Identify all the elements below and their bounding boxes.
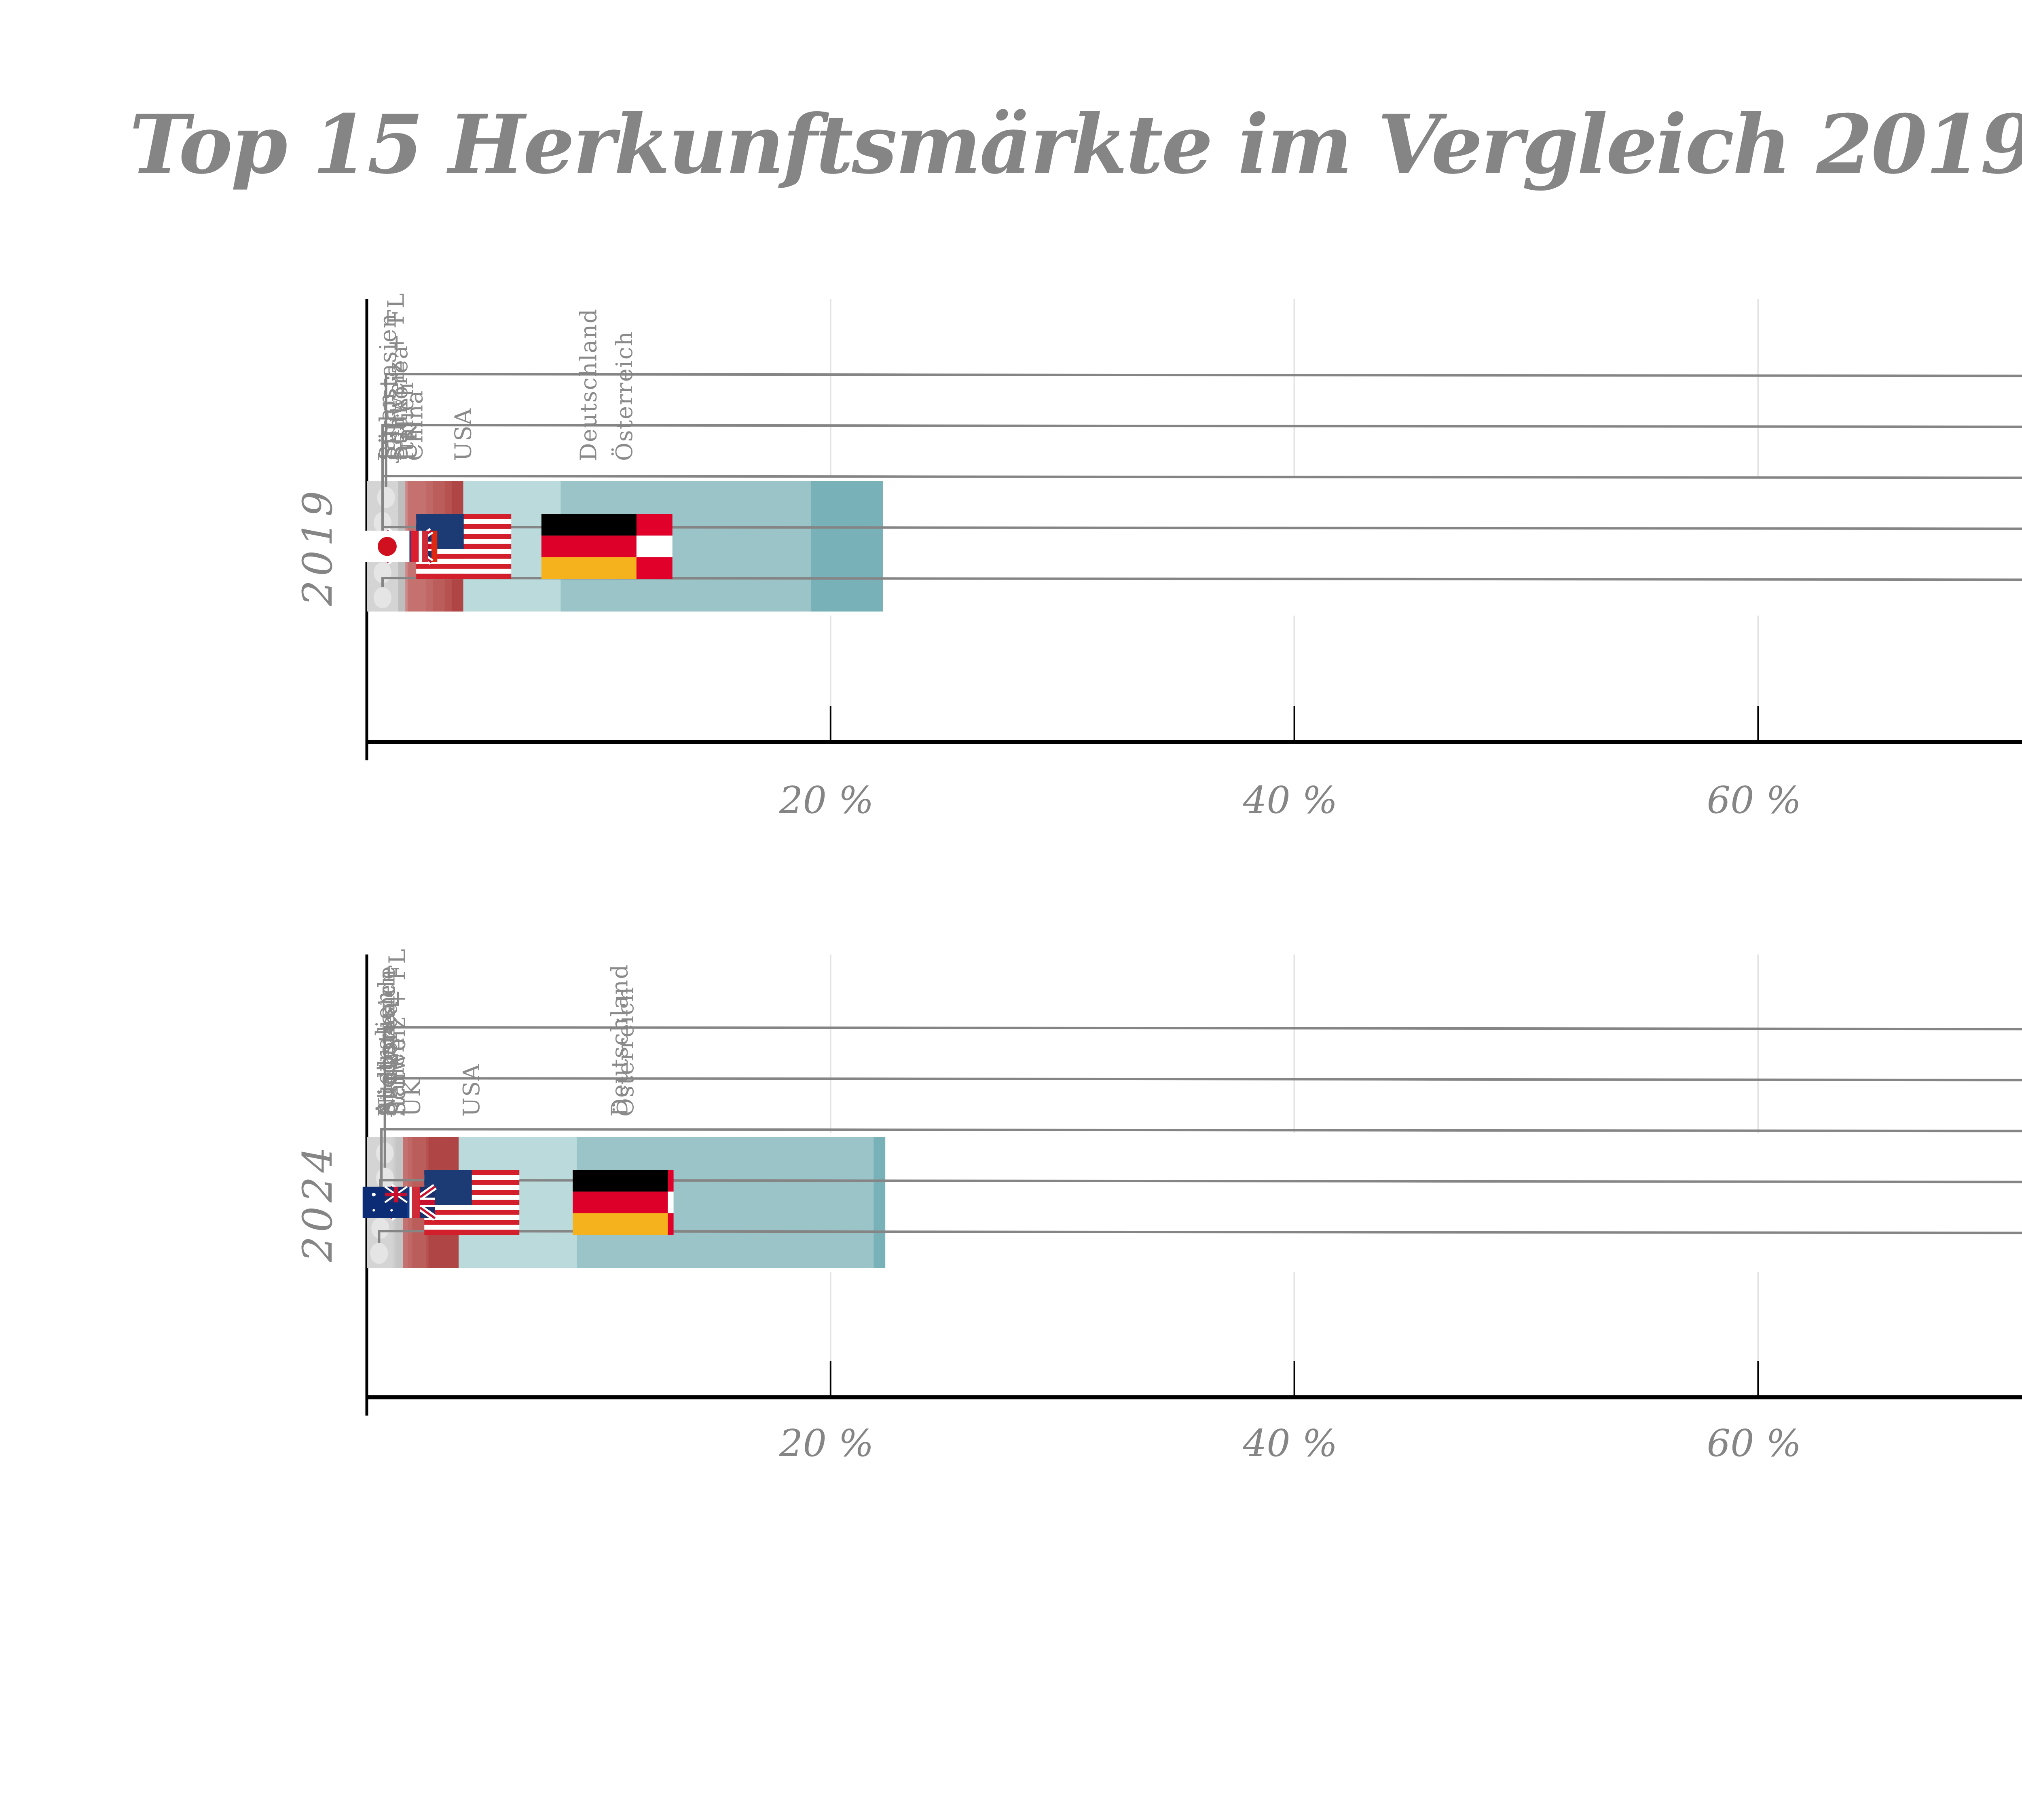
category-label: Niederlande <box>374 965 400 1117</box>
flag-part <box>416 549 512 554</box>
germany-flag-icon <box>541 514 637 579</box>
flag-part <box>393 1187 398 1202</box>
x-tick-label: 20 % <box>779 779 874 822</box>
x-tick-label: 60 % <box>1707 1422 1802 1465</box>
flag-part <box>424 1210 520 1215</box>
category-label: UK <box>400 1079 426 1117</box>
x-tick-label: 40 % <box>1243 779 1338 822</box>
connector-dot <box>377 487 395 508</box>
flag-part <box>424 1230 520 1235</box>
flag-part <box>416 564 512 569</box>
flag-part <box>424 1170 472 1205</box>
connector-dot <box>370 1243 388 1264</box>
x-tick-label: 40 % <box>1243 1422 1338 1465</box>
flag-part <box>573 1213 668 1235</box>
chart-title: Top 15 Herkunftsmärkte im Vergleich 2019… <box>129 97 2022 192</box>
australia-flag-icon <box>362 1186 408 1218</box>
flag-part <box>416 569 512 574</box>
star <box>390 1209 393 1212</box>
category-label: Deutschland <box>607 964 633 1117</box>
flag-part <box>541 557 637 579</box>
flag-part <box>424 1225 520 1230</box>
germany-flag-icon <box>573 1170 668 1235</box>
connector-dot <box>376 1168 394 1189</box>
japan-flag-icon <box>365 531 410 562</box>
flag-part <box>573 1170 668 1192</box>
flag-part <box>541 514 637 536</box>
category-label: USA <box>459 1063 485 1117</box>
star <box>372 1192 376 1197</box>
flag-part <box>416 559 512 564</box>
category-label: Italien <box>392 381 419 461</box>
category-label: Südkorea <box>387 345 413 461</box>
flag-part <box>416 574 512 579</box>
flag-part <box>416 554 512 559</box>
legend-connector <box>383 1077 2022 1178</box>
usa-flag-icon <box>424 1170 520 1235</box>
category-label: Südostasien <box>374 969 400 1117</box>
flag-part <box>424 1205 520 1210</box>
chart-panel-2024: 20 %40 %60 %80 %100 %2024ÖsterreichDeuts… <box>294 948 2022 1465</box>
category-label: Österreich <box>612 986 639 1117</box>
legend-connector <box>381 474 2022 548</box>
category-label: Schweiz + FL <box>384 948 410 1117</box>
category-label: Südkorea <box>376 1001 402 1117</box>
flag-part <box>378 537 397 556</box>
year-label: 2019 <box>294 487 341 607</box>
x-tick-label: 20 % <box>779 1422 874 1465</box>
legend-connector <box>380 1128 2022 1203</box>
category-label: Südostasien <box>375 313 401 461</box>
category-label: Deutschland <box>575 308 602 461</box>
legend-connector <box>385 372 2022 497</box>
flag-part <box>424 1220 520 1225</box>
category-label: UK <box>396 423 422 461</box>
flag-part <box>424 1215 520 1220</box>
category-label: Österreich <box>611 331 638 461</box>
connector-dot <box>374 587 392 608</box>
category-label: Schweiz + FL <box>383 292 409 461</box>
flag-part <box>541 535 637 557</box>
connector-dot <box>371 1218 389 1239</box>
flag-part <box>573 1191 668 1213</box>
year-label: 2024 <box>294 1143 341 1263</box>
star <box>372 1209 375 1212</box>
x-tick-label: 60 % <box>1707 779 1802 822</box>
category-label: USA <box>451 408 477 461</box>
category-label: Italien <box>383 1037 409 1117</box>
